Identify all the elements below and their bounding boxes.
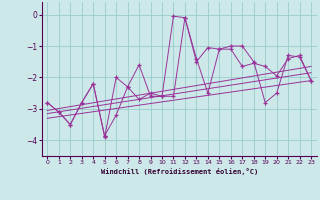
X-axis label: Windchill (Refroidissement éolien,°C): Windchill (Refroidissement éolien,°C) [100, 168, 258, 175]
